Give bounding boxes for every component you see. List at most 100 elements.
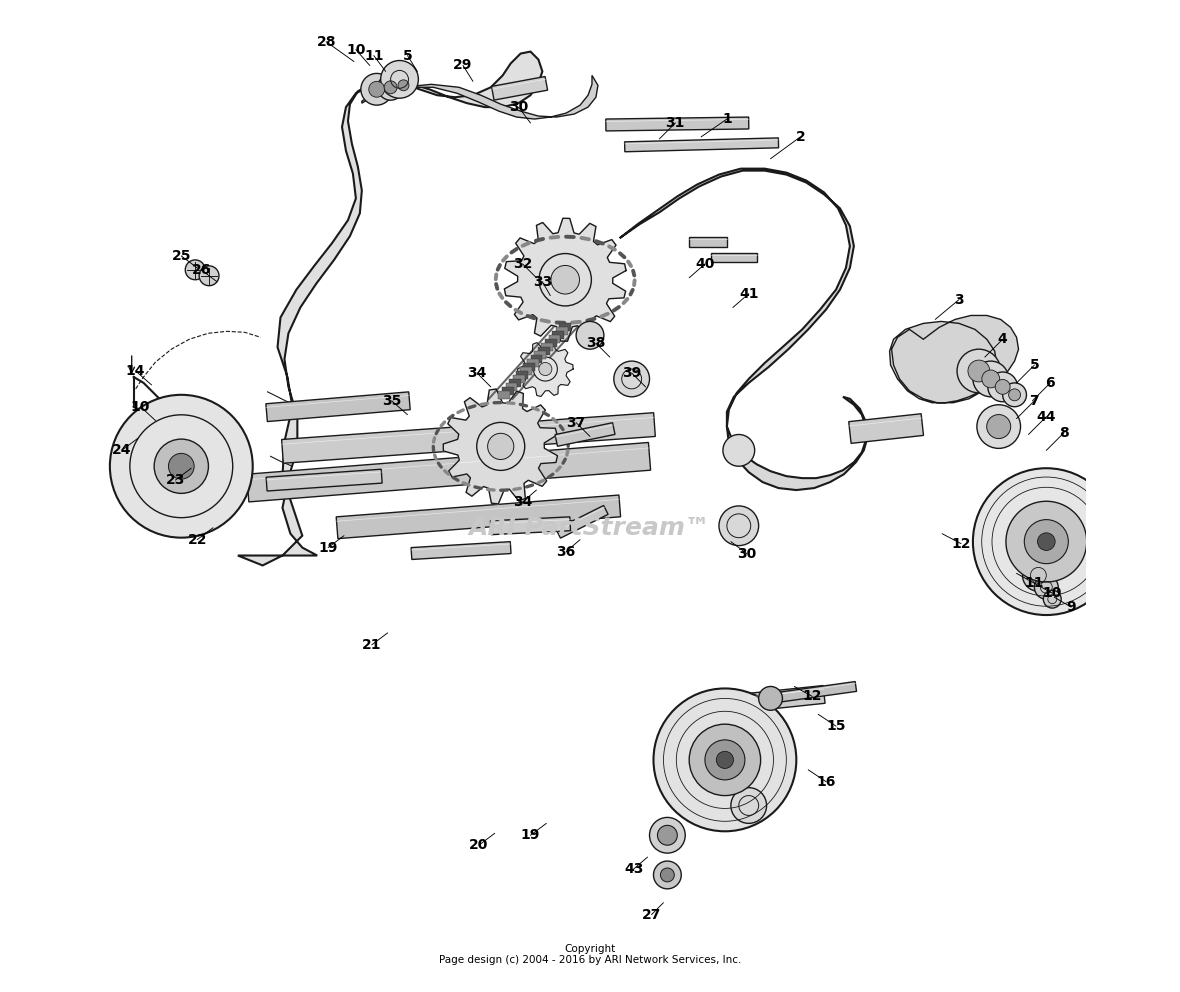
Bar <box>498 391 510 399</box>
Text: 10: 10 <box>1043 586 1062 600</box>
Polygon shape <box>712 254 756 263</box>
Circle shape <box>199 266 219 286</box>
Circle shape <box>719 506 759 546</box>
Text: 40: 40 <box>695 257 715 271</box>
Circle shape <box>393 74 414 96</box>
Polygon shape <box>411 542 511 559</box>
Text: 41: 41 <box>739 287 759 301</box>
Polygon shape <box>444 389 557 504</box>
Text: 8: 8 <box>1060 426 1069 439</box>
Text: 22: 22 <box>188 533 206 547</box>
Bar <box>502 387 513 395</box>
Polygon shape <box>848 414 924 443</box>
Polygon shape <box>504 218 627 341</box>
Text: 5: 5 <box>1029 358 1040 372</box>
Text: 21: 21 <box>362 638 381 652</box>
Text: 34: 34 <box>513 495 532 509</box>
Circle shape <box>539 254 591 306</box>
Circle shape <box>487 434 513 459</box>
Bar <box>545 339 557 347</box>
Circle shape <box>614 361 649 397</box>
Circle shape <box>723 434 755 466</box>
Text: 12: 12 <box>802 689 822 703</box>
Circle shape <box>110 395 253 538</box>
Circle shape <box>369 81 385 97</box>
Text: 10: 10 <box>346 43 366 57</box>
Circle shape <box>689 724 761 796</box>
Polygon shape <box>689 237 727 247</box>
Bar <box>509 379 522 387</box>
Text: 16: 16 <box>817 775 835 789</box>
Circle shape <box>1009 389 1021 401</box>
Bar <box>556 327 568 335</box>
Text: 29: 29 <box>453 59 473 72</box>
Polygon shape <box>362 75 598 119</box>
Circle shape <box>977 405 1021 448</box>
Text: 14: 14 <box>126 364 145 378</box>
Text: 19: 19 <box>520 828 540 842</box>
Circle shape <box>988 372 1017 402</box>
Polygon shape <box>748 685 825 711</box>
Bar <box>542 343 553 351</box>
Text: 30: 30 <box>738 547 756 560</box>
Text: 2: 2 <box>795 130 805 144</box>
Text: 32: 32 <box>513 257 532 271</box>
Text: 36: 36 <box>557 545 576 558</box>
Bar <box>552 331 564 339</box>
Text: 20: 20 <box>470 838 489 852</box>
Text: 26: 26 <box>191 263 211 277</box>
Circle shape <box>974 468 1120 615</box>
Polygon shape <box>336 495 621 539</box>
Text: 6: 6 <box>1045 376 1055 390</box>
Polygon shape <box>267 469 382 491</box>
Text: 31: 31 <box>666 116 686 130</box>
Text: 43: 43 <box>624 862 643 876</box>
Text: 34: 34 <box>467 366 486 380</box>
Circle shape <box>381 61 419 98</box>
Circle shape <box>974 361 1009 397</box>
Text: 28: 28 <box>316 35 336 49</box>
Circle shape <box>657 825 677 845</box>
Bar <box>505 383 517 391</box>
Polygon shape <box>518 341 573 397</box>
Polygon shape <box>266 392 411 422</box>
Text: 19: 19 <box>319 541 337 555</box>
Circle shape <box>378 74 404 100</box>
Polygon shape <box>491 517 570 535</box>
Circle shape <box>1005 501 1087 582</box>
Circle shape <box>477 423 525 470</box>
Polygon shape <box>238 52 543 565</box>
Bar <box>517 371 529 379</box>
Text: 23: 23 <box>165 473 185 487</box>
Text: 35: 35 <box>382 394 401 408</box>
Circle shape <box>361 73 393 105</box>
Bar <box>512 375 525 383</box>
Text: 27: 27 <box>642 908 661 922</box>
Text: 39: 39 <box>622 366 641 380</box>
Polygon shape <box>282 413 655 463</box>
Polygon shape <box>890 315 1018 403</box>
Circle shape <box>1023 559 1054 591</box>
Text: 10: 10 <box>131 400 150 414</box>
Circle shape <box>398 80 409 91</box>
Text: 7: 7 <box>1030 394 1040 408</box>
Circle shape <box>704 740 745 780</box>
Circle shape <box>169 453 195 479</box>
Circle shape <box>661 868 674 882</box>
Circle shape <box>533 357 557 381</box>
Polygon shape <box>620 169 867 490</box>
Circle shape <box>1043 590 1061 608</box>
Circle shape <box>968 360 990 382</box>
Circle shape <box>730 788 767 823</box>
Text: Copyright
Page design (c) 2004 - 2016 by ARI Network Services, Inc.: Copyright Page design (c) 2004 - 2016 by… <box>439 943 741 965</box>
Polygon shape <box>556 506 608 538</box>
Circle shape <box>385 81 396 93</box>
Bar <box>520 367 532 375</box>
Circle shape <box>957 349 1001 393</box>
Polygon shape <box>605 117 749 131</box>
Text: 38: 38 <box>586 336 605 350</box>
Circle shape <box>1024 520 1068 563</box>
Text: 5: 5 <box>402 49 412 62</box>
Bar <box>535 351 546 359</box>
Polygon shape <box>247 442 650 502</box>
